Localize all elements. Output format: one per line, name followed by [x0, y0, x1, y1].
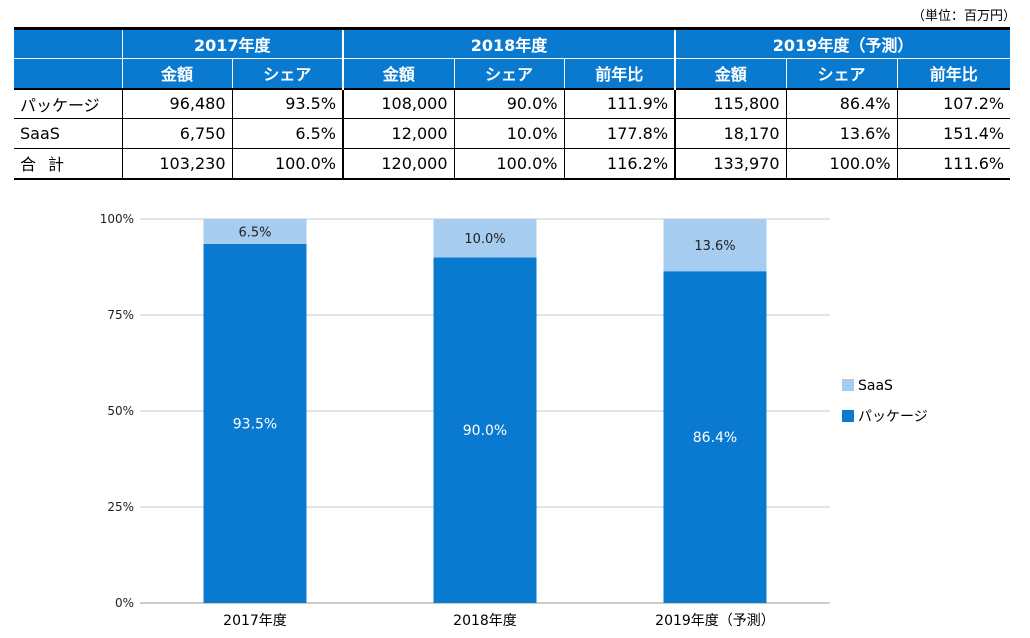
- table-cell: 100.0%: [453, 148, 565, 180]
- table-cell: 86.4%: [785, 87, 898, 119]
- table-cell: 93.5%: [231, 87, 344, 119]
- table-cell: 6,750: [121, 118, 232, 149]
- table-cell: 10.0%: [453, 118, 565, 149]
- table-cell: 115,800: [674, 87, 787, 119]
- table-cell: 6.5%: [231, 118, 344, 149]
- data-label: 6.5%: [238, 225, 271, 240]
- y-tick-label: 50%: [107, 404, 134, 418]
- y-tick-label: 75%: [107, 308, 134, 322]
- data-label: 86.4%: [693, 430, 737, 446]
- table-cell: 177.8%: [563, 118, 676, 149]
- subheader-2018-share: シェア: [453, 58, 565, 89]
- table-cell: 116.2%: [563, 148, 676, 180]
- table-cell: 13.6%: [785, 118, 898, 149]
- bar-package: [433, 257, 537, 603]
- table-cell: 18,170: [674, 118, 787, 149]
- y-tick-label: 25%: [107, 500, 134, 514]
- table-cell: 100.0%: [785, 148, 898, 180]
- legend-swatch: [842, 379, 854, 391]
- table-cell: 103,230: [121, 148, 232, 180]
- table-cell: 120,000: [342, 148, 455, 180]
- table-row-package: パッケージ 96,480 93.5% 108,000 90.0% 111.9% …: [14, 87, 1011, 119]
- subheader-2018-yoy: 前年比: [563, 58, 676, 89]
- bar-package: [663, 271, 767, 603]
- table-row-saas: SaaS 6,750 6.5% 12,000 10.0% 177.8% 18,1…: [14, 118, 1011, 149]
- table-cell: 107.2%: [896, 87, 1011, 119]
- bar-saas: [203, 219, 307, 244]
- data-label: 93.5%: [233, 416, 277, 432]
- subheader-2019-share: シェア: [785, 58, 898, 89]
- y-tick-label: 100%: [100, 212, 134, 226]
- data-label: 90.0%: [463, 423, 507, 439]
- table-row-total: 合計 103,230 100.0% 120,000 100.0% 116.2% …: [14, 148, 1011, 180]
- data-label: 13.6%: [694, 239, 735, 254]
- table-cell: 108,000: [342, 87, 455, 119]
- x-tick-label: 2019年度（予測）: [655, 613, 775, 629]
- market-share-table: 2017年度 2018年度 2019年度（予測） 金額 シェア 金額 シェア 前…: [14, 27, 1011, 180]
- header-year-2019: 2019年度（予測）: [674, 27, 1011, 59]
- table-corner: [14, 27, 122, 59]
- row-label: SaaS: [14, 118, 122, 149]
- table-cell: 96,480: [121, 87, 232, 119]
- y-tick-label: 0%: [115, 596, 134, 610]
- bar-saas: [433, 219, 537, 258]
- header-year-2018: 2018年度: [342, 27, 676, 59]
- row-label: 合計: [14, 148, 122, 180]
- x-tick-label: 2017年度: [223, 613, 287, 629]
- subheader-2019-yoy: 前年比: [896, 58, 1011, 89]
- table-cell: 133,970: [674, 148, 787, 180]
- data-label: 10.0%: [464, 232, 505, 247]
- subheader-2017-amount: 金額: [121, 58, 232, 89]
- legend-label: パッケージ: [858, 409, 928, 425]
- table-cell: 111.6%: [896, 148, 1011, 180]
- table-cell: 151.4%: [896, 118, 1011, 149]
- header-year-2017: 2017年度: [121, 27, 344, 59]
- table-cell: 12,000: [342, 118, 455, 149]
- bar-saas: [663, 219, 767, 272]
- subheader-2017-share: シェア: [231, 58, 344, 89]
- table-cell: 100.0%: [231, 148, 344, 180]
- x-tick-label: 2018年度: [453, 613, 517, 629]
- table-cell: 90.0%: [453, 87, 565, 119]
- legend-label: SaaS: [858, 378, 893, 394]
- table-cell: 111.9%: [563, 87, 676, 119]
- subheader-2018-amount: 金額: [342, 58, 455, 89]
- subheader-2019-amount: 金額: [674, 58, 787, 89]
- bar-package: [203, 243, 307, 603]
- legend-swatch: [842, 410, 854, 422]
- table-corner-sub: [14, 58, 122, 89]
- unit-note: （単位：百万円）: [911, 9, 1016, 24]
- row-label: パッケージ: [14, 87, 122, 119]
